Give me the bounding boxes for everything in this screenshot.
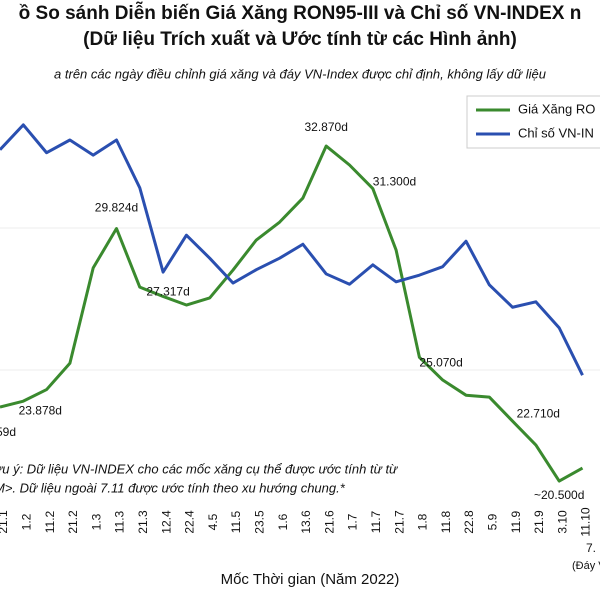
- x-tick-label: 5.9: [485, 513, 499, 530]
- annotation: (Đáy VN: [572, 560, 600, 572]
- x-tick-label: 1.6: [276, 513, 290, 530]
- data-label: 29.824d: [95, 201, 138, 215]
- data-label: ~20.500d: [534, 488, 584, 502]
- legend-box: [466, 95, 600, 149]
- line: [0, 144, 584, 483]
- x-tick-label: 21.3: [136, 510, 150, 534]
- line: [0, 123, 584, 376]
- data-label: 22.710d: [517, 406, 560, 420]
- x-tick-label: 23.5: [252, 510, 266, 534]
- x-tick-label: 11.9: [509, 510, 523, 533]
- x-tick-label: 11.7: [369, 510, 383, 533]
- x-tick-label: 4.5: [206, 513, 220, 530]
- x-axis-label: Mốc Thời gian (Năm 2022): [221, 571, 400, 588]
- data-label: 27.317d: [146, 285, 189, 299]
- x-tick-label: 1.8: [416, 513, 430, 530]
- annotation: 59d: [0, 425, 16, 439]
- x-tick-label: 21.2: [66, 510, 80, 534]
- annotation: 7.: [586, 541, 596, 555]
- legend-label: Giá Xăng RO: [518, 101, 595, 116]
- data-label: 25.070d: [419, 355, 462, 369]
- x-tick-label: 21.9: [532, 510, 546, 534]
- x-tick-label: 12.4: [159, 510, 173, 534]
- chart-title-line2: (Dữ liệu Trích xuất và Ước tính từ các H…: [83, 29, 517, 50]
- data-label: 32.870d: [305, 120, 348, 134]
- note: M>. Dữ liệu ngoài 7.11 được ước tính the…: [0, 480, 346, 495]
- x-tick-label: 1.7: [346, 513, 360, 530]
- chart-title: ồ So sánh Diễn biến Giá Xăng RON95-III v…: [19, 2, 582, 24]
- x-tick-label: 11.3: [113, 510, 127, 533]
- x-tick-label: 21.7: [392, 510, 406, 534]
- x-tick-label: 21.1: [0, 510, 10, 534]
- x-tick-label: 22.8: [462, 510, 476, 534]
- legend-label: Chỉ số VN-IN: [518, 125, 594, 140]
- x-tick-label: 13.6: [299, 510, 313, 534]
- x-tick-label: 11.5: [229, 510, 243, 533]
- x-tick-label: 11.10: [579, 507, 593, 536]
- x-tick-label: 22.4: [183, 510, 197, 534]
- data-label: 31.300d: [373, 175, 416, 189]
- chart-subtitle: a trên các ngày điều chỉnh giá xăng và đ…: [54, 66, 546, 81]
- x-tick-label: 21.6: [322, 510, 336, 534]
- x-tick-label: 1.3: [89, 513, 103, 530]
- x-tick-label: 3.10: [555, 510, 569, 534]
- x-tick-label: 11.8: [439, 510, 453, 533]
- x-tick-label: 11.2: [43, 510, 57, 533]
- x-tick-label: 1.2: [19, 513, 33, 530]
- note: ưu ý: Dữ liệu VN-INDEX cho các mốc xăng …: [0, 461, 398, 476]
- data-label: 23.878d: [19, 404, 62, 418]
- label-bg: [527, 488, 592, 505]
